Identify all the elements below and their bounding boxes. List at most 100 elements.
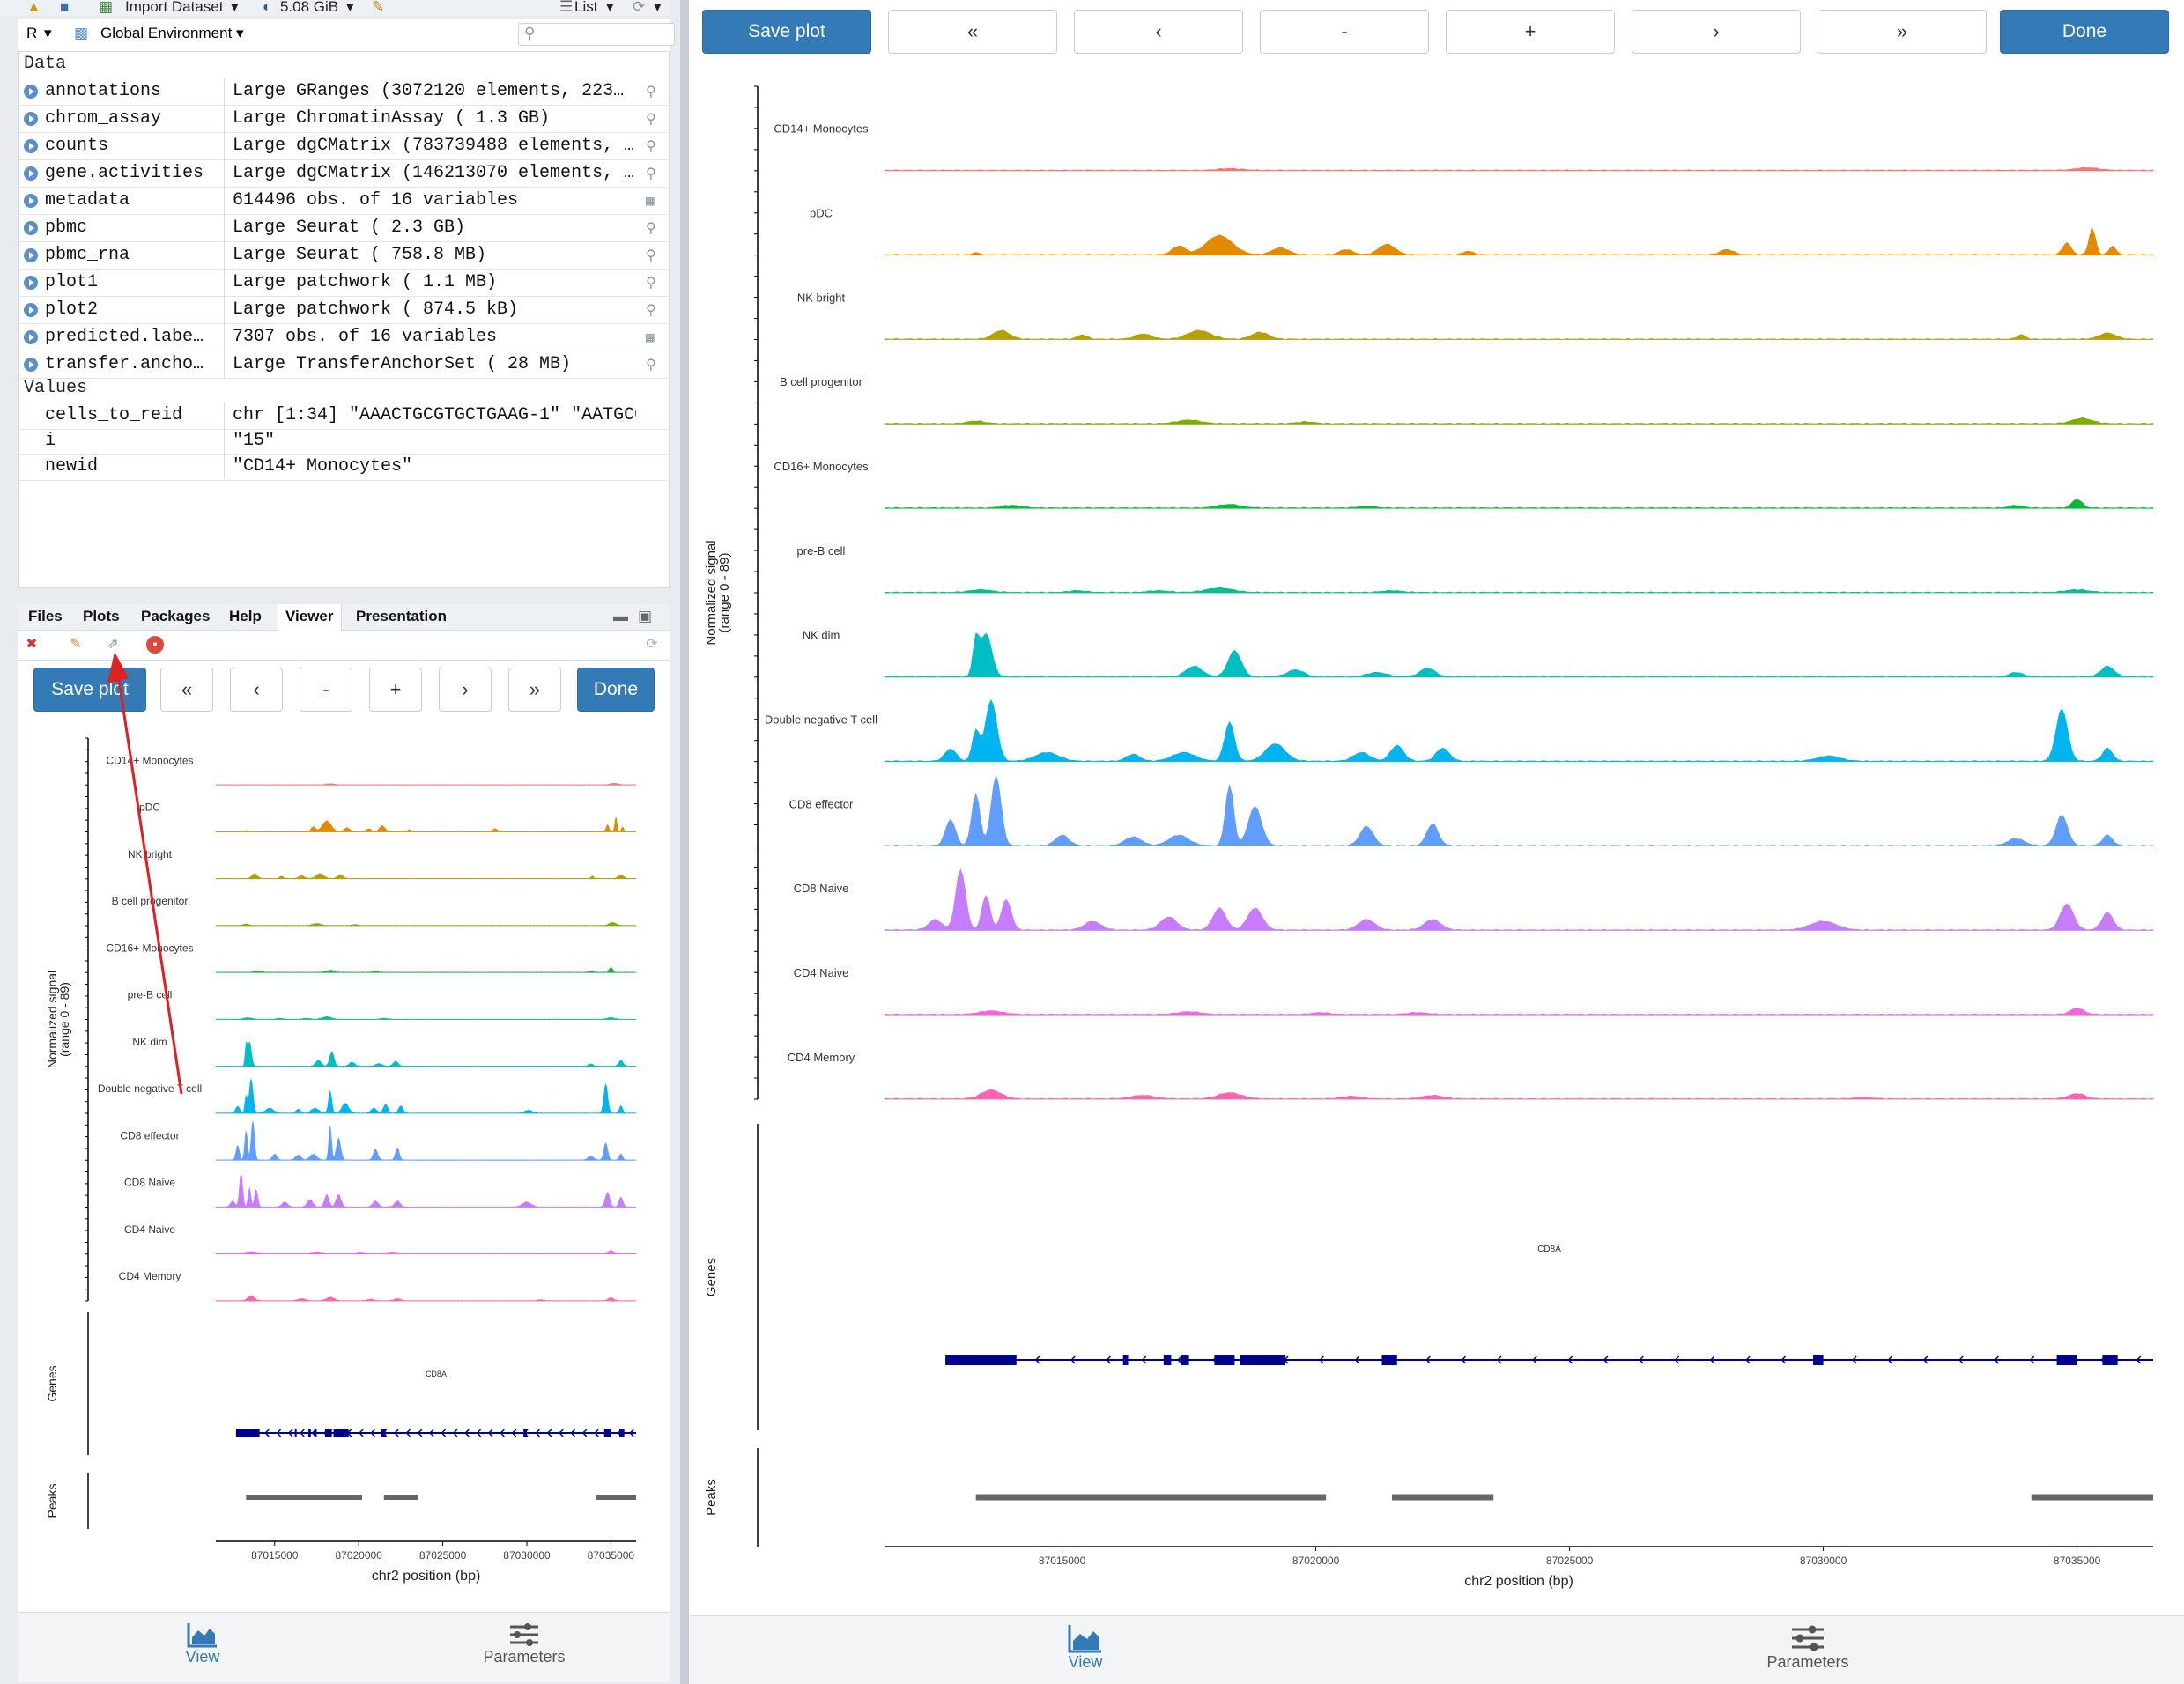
environment-scope-bar: R ▾ ▩ Global Environment ▾ ⚲ — [18, 19, 675, 51]
maximize-icon[interactable]: ▣ — [638, 608, 653, 624]
refresh-icon[interactable]: ⟳ — [646, 637, 658, 652]
track-label: CD16+ Monocytes — [774, 460, 869, 473]
exon — [380, 1429, 386, 1437]
expand-icon[interactable] — [24, 112, 38, 126]
env-row-1[interactable]: chrom_assay Large ChromatinAssay ( 1.3 GB… — [19, 106, 670, 133]
coverage-area — [884, 587, 2154, 594]
tab-presentation[interactable]: Presentation — [356, 608, 447, 624]
save-plot-button[interactable]: Save plot — [33, 668, 146, 712]
tab-files[interactable]: Files — [28, 608, 63, 624]
parameters-tab[interactable]: Parameters — [467, 1621, 581, 1666]
magnifier-icon[interactable]: ⚲ — [646, 85, 656, 100]
env-row-6[interactable]: pbmc_rna Large Seurat ( 758.8 MB) ⚲ — [19, 242, 670, 270]
chevron-down-icon[interactable]: ▾ — [654, 0, 662, 15]
zoom-out-button[interactable]: - — [300, 668, 352, 712]
env-row-2[interactable]: counts Large dgCMatrix (783739488 element… — [19, 133, 670, 160]
magnifier-icon[interactable]: ⚲ — [646, 139, 656, 155]
zoom-in-button[interactable]: + — [1446, 10, 1615, 54]
env-var-name: gene.activities — [45, 163, 204, 183]
last-region-button[interactable]: » — [508, 668, 561, 712]
magnifier-icon[interactable]: ⚲ — [646, 303, 656, 319]
zoom-out-button[interactable]: - — [1260, 10, 1429, 54]
chevron-down-icon[interactable]: ▾ — [44, 25, 52, 41]
expand-icon[interactable] — [24, 221, 38, 235]
magnifier-icon[interactable]: ⚲ — [646, 166, 656, 182]
env-row-3[interactable]: gene.activities Large dgCMatrix (14621307… — [19, 160, 670, 188]
env-row-7[interactable]: plot1 Large patchwork ( 1.1 MB) ⚲ — [19, 270, 670, 297]
next-region-button[interactable]: › — [439, 668, 492, 712]
minimize-icon[interactable]: ▬ — [613, 608, 628, 624]
stop-icon[interactable]: ■ — [146, 636, 164, 654]
close-icon[interactable]: ✖ — [26, 637, 38, 652]
table-icon[interactable]: ▦ — [646, 330, 655, 346]
env-value-row-0[interactable]: cells_to_reid chr [1:34] "AAACTGCGTGCTGAA… — [19, 403, 670, 430]
env-row-9[interactable]: predicted.labe… 7307 obs. of 16 variables… — [19, 324, 670, 351]
coverage-area — [215, 1041, 637, 1067]
broom-icon[interactable]: ✎ — [70, 637, 82, 652]
expand-icon[interactable] — [24, 276, 38, 290]
tab-packages[interactable]: Packages — [141, 608, 211, 624]
zoom-in-button[interactable]: + — [369, 668, 422, 712]
coverage-plot-small: Normalized signal(range 0 - 89) CD14+ Mon… — [45, 737, 637, 1584]
peak-bar — [975, 1494, 1327, 1501]
environment-select[interactable]: Global Environment — [100, 25, 233, 41]
first-region-button[interactable]: « — [888, 10, 1057, 54]
save-icon[interactable]: ■ — [60, 0, 70, 15]
expand-icon[interactable] — [24, 303, 38, 317]
export-icon[interactable]: ⇗ — [107, 637, 119, 652]
done-button[interactable]: Done — [2000, 10, 2169, 54]
pane-splitter[interactable] — [680, 0, 689, 1684]
env-var-name: transfer.ancho… — [45, 354, 204, 374]
next-region-button[interactable]: › — [1632, 10, 1801, 54]
done-button[interactable]: Done — [577, 668, 655, 712]
parameters-tab[interactable]: Parameters — [1751, 1623, 1865, 1672]
memory-usage[interactable]: 5.08 GiB — [280, 0, 339, 15]
expand-icon[interactable] — [24, 358, 38, 372]
save-plot-button[interactable]: Save plot — [702, 10, 871, 54]
strand-arrow — [1141, 1355, 1147, 1364]
magnifier-icon[interactable]: ⚲ — [646, 276, 656, 292]
list-view-button[interactable]: List — [574, 0, 598, 15]
magnifier-icon[interactable]: ⚲ — [646, 248, 656, 264]
chevron-down-icon[interactable]: ▾ — [606, 0, 614, 15]
magnifier-icon[interactable]: ⚲ — [646, 358, 656, 373]
track-label: CD8 Naive — [124, 1177, 175, 1189]
env-row-8[interactable]: plot2 Large patchwork ( 874.5 kB) ⚲ — [19, 297, 670, 324]
strand-arrow — [559, 1429, 564, 1437]
language-select[interactable]: R — [26, 25, 38, 41]
tab-help[interactable]: Help — [229, 608, 262, 624]
view-tab[interactable]: View — [1041, 1623, 1129, 1672]
tab-viewer[interactable]: Viewer — [278, 604, 342, 631]
expand-icon[interactable] — [24, 330, 38, 344]
open-folder-icon[interactable]: ▲ — [26, 0, 41, 15]
expand-icon[interactable] — [24, 85, 38, 99]
env-value-row-1[interactable]: i "15" — [19, 428, 670, 455]
environment-search-input[interactable]: ⚲ — [518, 23, 675, 46]
tab-plots[interactable]: Plots — [83, 608, 120, 624]
view-tab[interactable]: View — [159, 1621, 247, 1666]
env-row-4[interactable]: metadata 614496 obs. of 16 variables ▦ — [19, 188, 670, 215]
first-region-button[interactable]: « — [160, 668, 213, 712]
chevron-down-icon[interactable]: ▾ — [346, 0, 354, 15]
expand-icon[interactable] — [24, 166, 38, 181]
env-row-10[interactable]: transfer.ancho… Large TransferAnchorSet (… — [19, 351, 670, 379]
table-icon[interactable]: ▦ — [646, 194, 655, 210]
refresh-icon[interactable]: ⟳ — [633, 0, 646, 15]
magnifier-icon[interactable]: ⚲ — [646, 221, 656, 237]
expand-icon[interactable] — [24, 248, 38, 262]
env-var-name: pbmc_rna — [45, 245, 130, 265]
prev-region-button[interactable]: ‹ — [230, 668, 283, 712]
chevron-down-icon[interactable]: ▾ — [231, 0, 239, 15]
import-dataset-button[interactable]: Import Dataset — [125, 0, 224, 15]
env-row-0[interactable]: annotations Large GRanges (3072120 elemen… — [19, 78, 670, 106]
env-value-row-2[interactable]: newid "CD14+ Monocytes" — [19, 454, 670, 481]
broom-icon[interactable]: ✎ — [372, 0, 385, 15]
expand-icon[interactable] — [24, 139, 38, 153]
chevron-down-icon[interactable]: ▾ — [236, 25, 244, 41]
magnifier-icon[interactable]: ⚲ — [646, 112, 656, 128]
expand-icon[interactable] — [24, 194, 38, 208]
env-row-5[interactable]: pbmc Large Seurat ( 2.3 GB) ⚲ — [19, 215, 670, 242]
last-region-button[interactable]: » — [1818, 10, 1987, 54]
prev-region-button[interactable]: ‹ — [1074, 10, 1243, 54]
parameters-tab-label: Parameters — [483, 1648, 566, 1666]
